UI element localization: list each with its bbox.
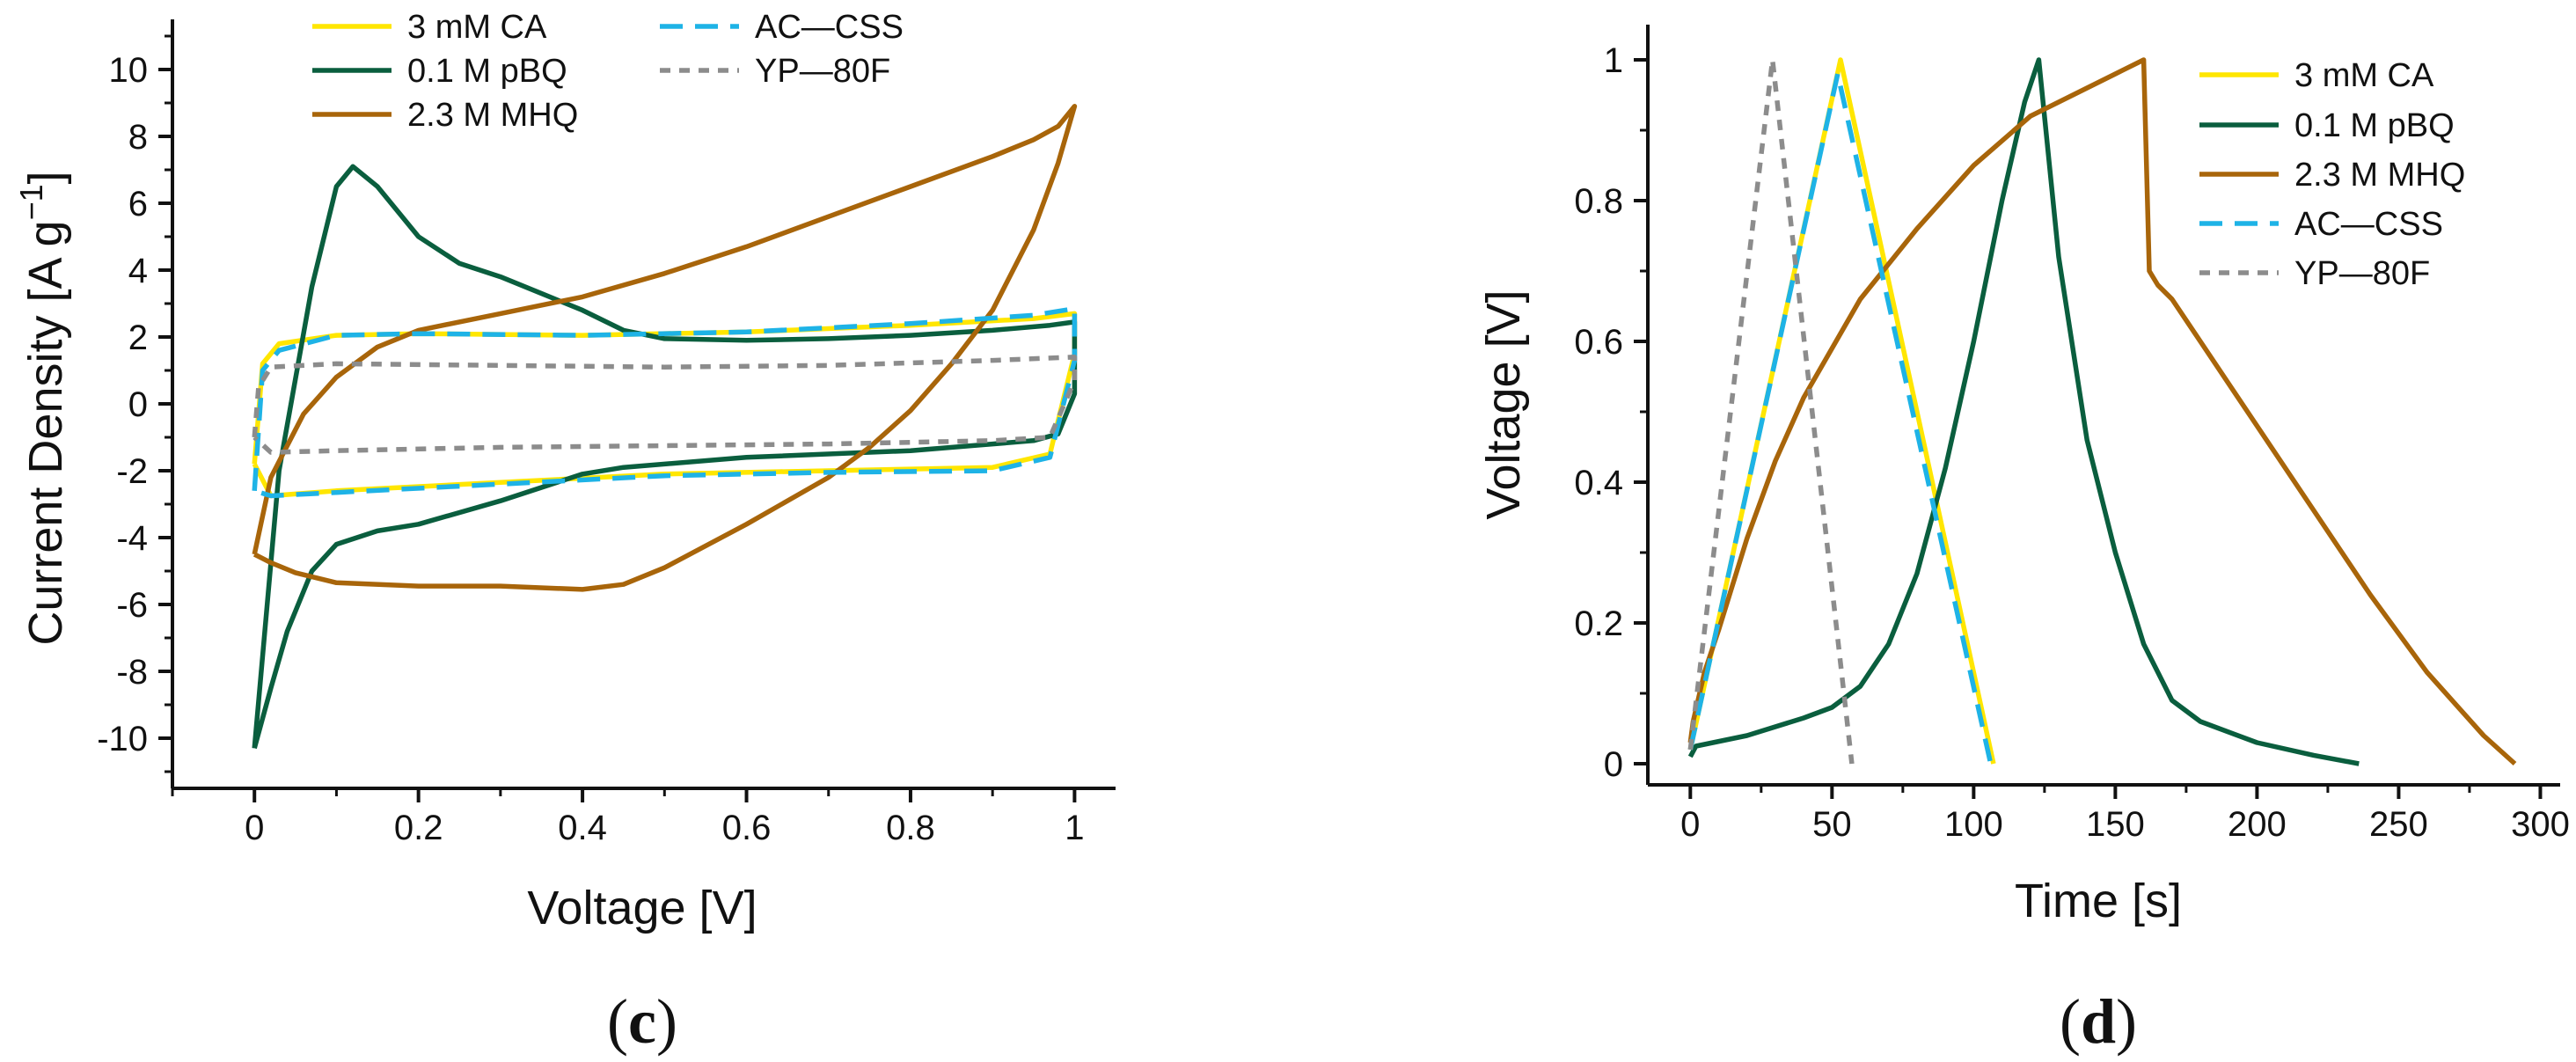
panel-d-y-tick-label: 0.2: [1574, 604, 1623, 643]
panel-c-x-tick-label: 1: [1065, 809, 1084, 847]
panel-d-x-axis-title: Time [s]: [2015, 875, 2182, 927]
panel-c-legend-label-ac-css: AC—CSS: [755, 9, 904, 46]
panel-d-x-tick-label: 100: [1944, 805, 2003, 844]
panel-c-y-tick-label: -10: [97, 720, 148, 758]
panel-c-legend-label-0-1-m-pbq: 0.1 M pBQ: [407, 53, 567, 90]
panel-c-y-tick-label: -4: [116, 519, 148, 558]
panel-d-x-tick-label: 250: [2369, 805, 2428, 844]
panel-d-series: [1687, 57, 2517, 766]
panel-c-series-2-3-m-mhq: [252, 104, 1078, 592]
panel-d-series-yp-80f: [1687, 57, 1855, 765]
panel-d-legend-label-ac-css: AC—CSS: [2294, 206, 2443, 243]
chart-panel-c: 0 0.2 0.4 0.6 0.8 1 -10 -8 -6 -4 -2 0 2 4 6 8 10 Voltage…: [13, 9, 1116, 934]
panel-d-y-tick-label: 0.6: [1574, 323, 1623, 362]
panel-c-y-tick-label: -8: [116, 653, 148, 692]
panel-c-legend: 3 mM CA 0.1 M pBQ 2.3 M MHQ AC—CSS YP—80F: [312, 9, 904, 134]
panel-d-y-tick-label: 1: [1604, 41, 1623, 80]
panel-d-x-tick-label: 0: [1680, 805, 1700, 844]
panel-d-y-axis-title: Voltage [V]: [1477, 289, 1530, 519]
panel-d-legend-label-2-3-m-mhq: 2.3 M MHQ: [2294, 157, 2465, 194]
panel-d-series-0-1-m-pbq: [1687, 57, 2360, 766]
panel-d-legend-label-yp-80f: YP—80F: [2294, 255, 2430, 292]
panel-c-x-tick-label: 0: [245, 809, 264, 847]
panel-c-x-tick-label: 0.8: [886, 809, 935, 847]
panel-d-x-tick-label: 300: [2511, 805, 2570, 844]
panel-d-y-tick-label: 0.8: [1574, 182, 1623, 221]
panel-d-y-tick-label: 0: [1604, 745, 1623, 784]
panel-c-x-tick-label: 0.4: [558, 809, 607, 847]
panel-d-legend: 3 mM CA 0.1 M pBQ 2.3 M MHQ AC—CSS YP—80F: [2199, 57, 2465, 292]
panel-d-legend-label-3-mm-ca: 3 mM CA: [2294, 57, 2434, 94]
panel-c-y-tick-label: 8: [128, 118, 148, 157]
panel-d-axes: 0 50 100 150 200 250 300 0 0.2 0.4 0.6 0.8 1: [1574, 25, 2570, 844]
panel-d-legend-label-0-1-m-pbq: 0.1 M pBQ: [2294, 107, 2455, 144]
chart-panel-d: 0 50 100 150 200 250 300 0 0.2 0.4 0.6 0.8 1 Time [s…: [1477, 25, 2570, 927]
panel-c-y-tick-label: 10: [109, 51, 149, 90]
panel-c-x-axis-title: Voltage [V]: [527, 882, 757, 934]
panel-c-legend-label-yp-80f: YP—80F: [755, 53, 890, 90]
panel-d-background: [1302, 0, 2576, 957]
panel-d-series-3-mm-ca: [1687, 57, 1996, 765]
panel-d-x-tick-label: 200: [2228, 805, 2287, 844]
panel-d-y-tick-label: 0.4: [1574, 464, 1623, 502]
panel-label-d: (d): [2060, 986, 2137, 1057]
panel-c-series-3-mm-ca: [252, 311, 1078, 499]
panel-c-y-tick-label: -2: [116, 452, 148, 491]
panel-d-x-tick-label: 150: [2086, 805, 2145, 844]
panel-c-y-tick-label: -6: [116, 586, 148, 625]
panel-c-series-0-1-m-pbq: [252, 164, 1078, 750]
panel-c-legend-label-3-mm-ca: 3 mM CA: [407, 9, 547, 46]
panel-c-x-tick-label: 0.6: [722, 809, 772, 847]
panel-d-x-tick-label: 50: [1812, 805, 1852, 844]
panel-label-c: (c): [607, 986, 677, 1057]
panel-c-y-tick-label: 2: [128, 319, 148, 357]
panel-c-y-axis-title: Current Density [A g−1]: [13, 171, 72, 645]
panel-d-series-ac-css: [1687, 71, 1994, 765]
panel-c-y-tick-label: 6: [128, 185, 148, 223]
panel-c-legend-label-2-3-m-mhq: 2.3 M MHQ: [407, 97, 578, 134]
panel-c-x-tick-label: 0.2: [394, 809, 443, 847]
panel-c-axes: 0 0.2 0.4 0.6 0.8 1 -10 -8 -6 -4 -2 0 2 4 6 8 10: [97, 19, 1116, 847]
panel-d-series-2-3-m-mhq: [1687, 57, 2517, 766]
panel-c-y-tick-label: 0: [128, 385, 148, 424]
panel-c-y-tick-label: 4: [128, 252, 148, 290]
panel-c-series: [252, 104, 1078, 750]
